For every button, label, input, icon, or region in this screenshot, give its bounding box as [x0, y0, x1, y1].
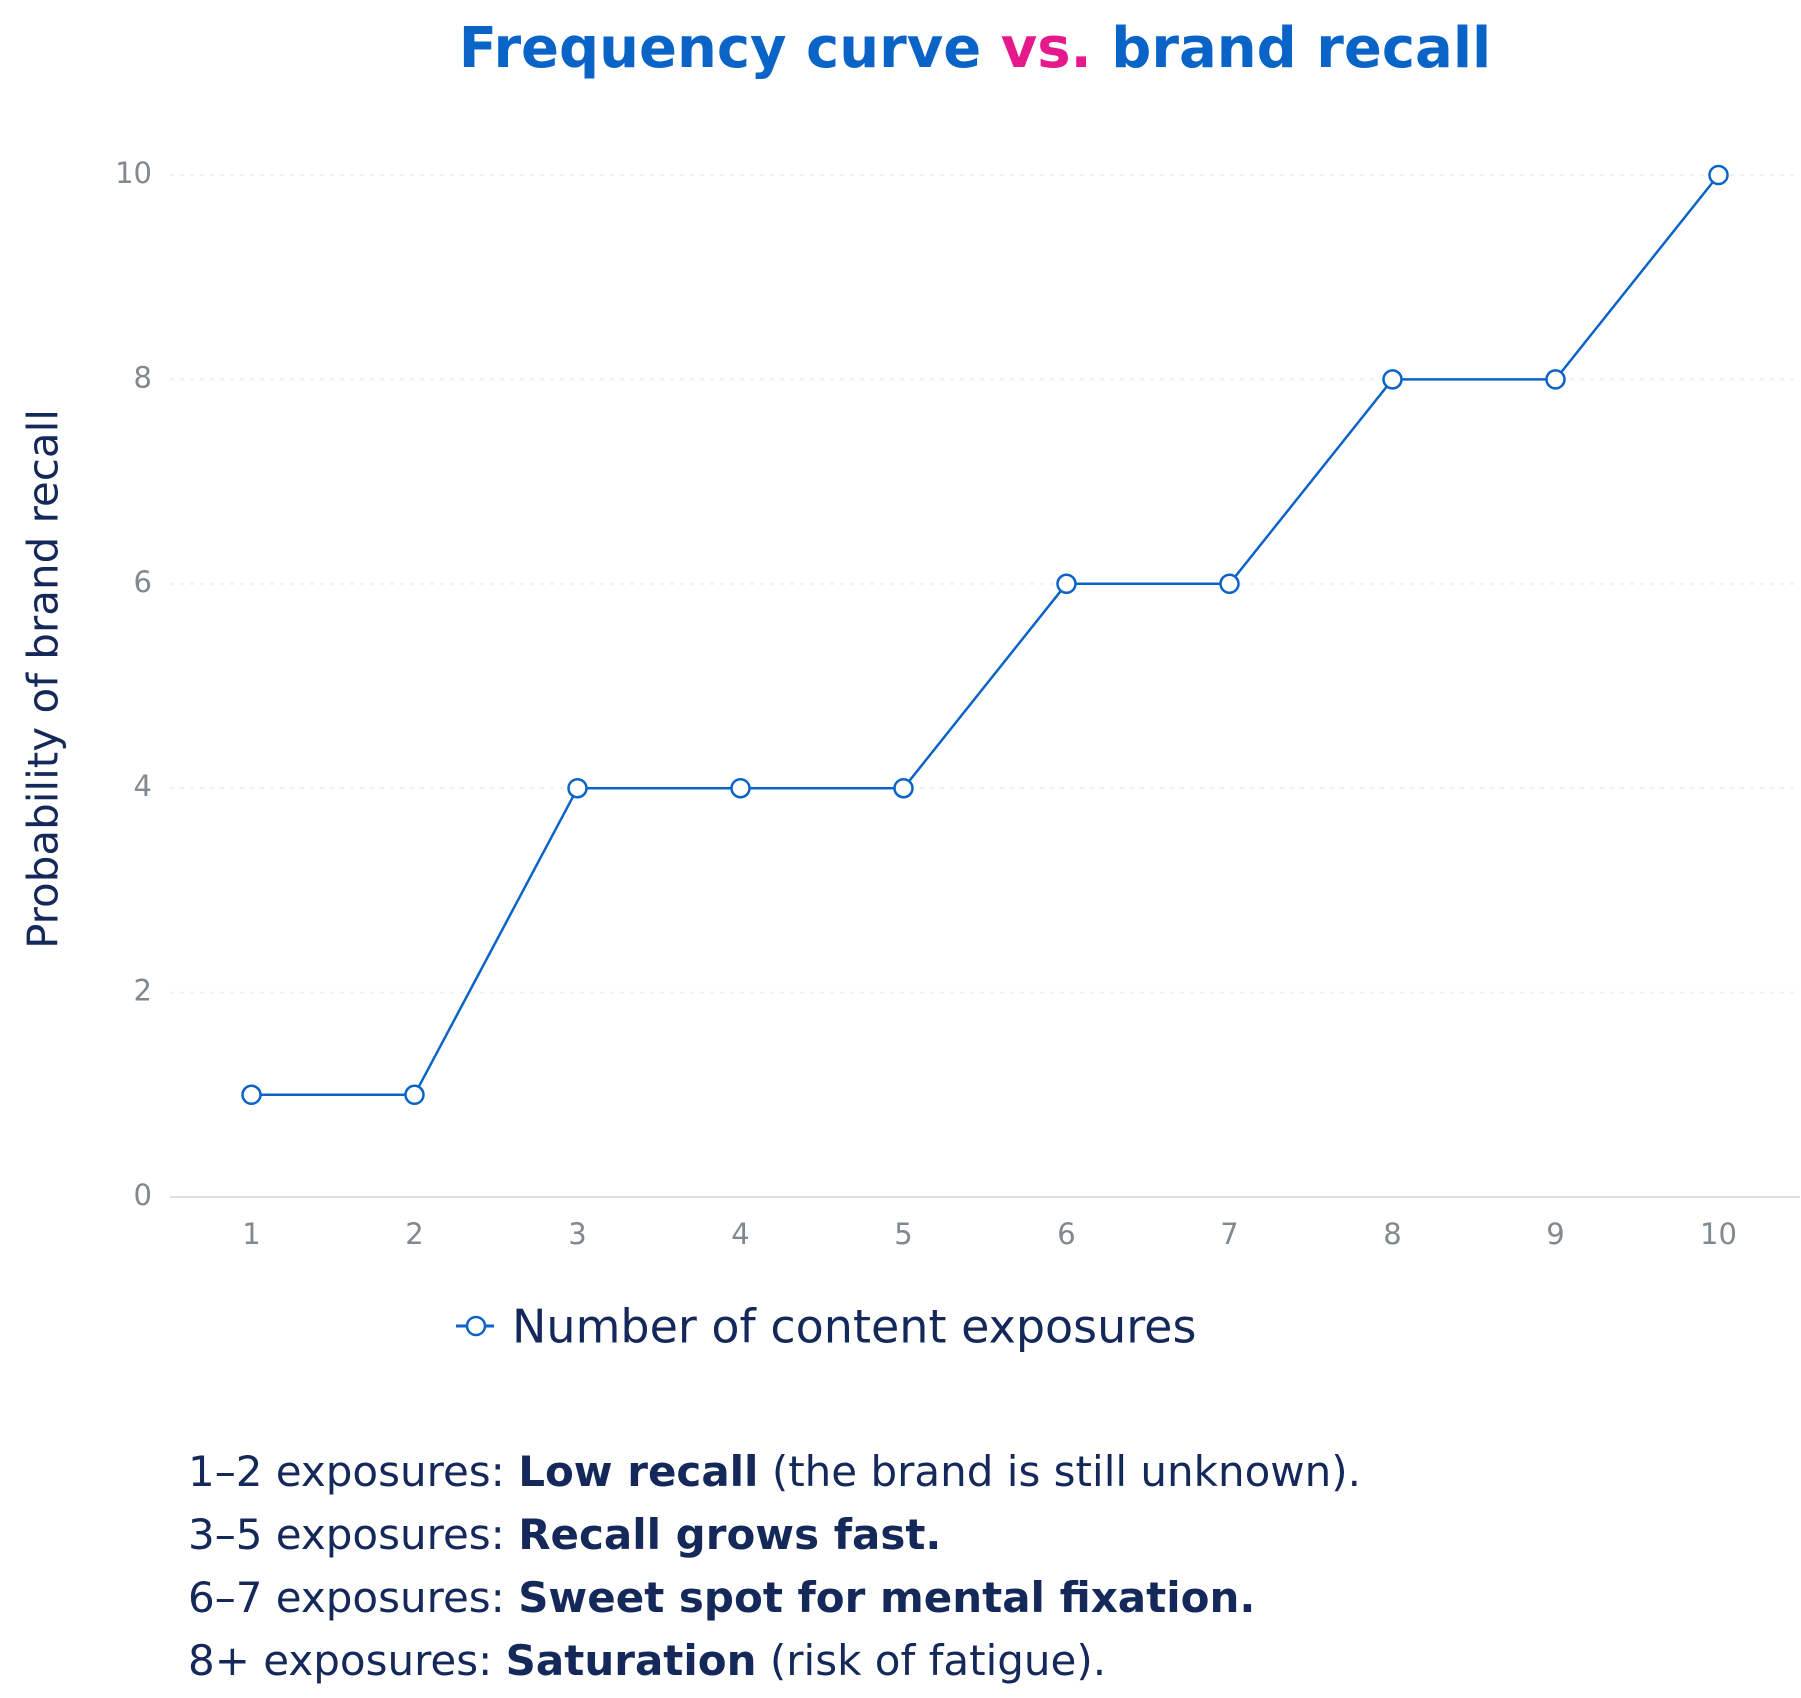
x-tick-label: 4	[731, 1217, 749, 1251]
note-suffix: (risk of fatigue).	[757, 1636, 1107, 1685]
note-suffix: (the brand is still unknown).	[758, 1447, 1361, 1496]
point	[1382, 369, 1403, 390]
title-part: brand recall	[1092, 16, 1491, 81]
x-tick-label: 9	[1546, 1217, 1564, 1251]
note-bold: Sweet spot for mental fixation.	[518, 1573, 1255, 1622]
note: 3–5 exposures: Recall grows fast.	[188, 1510, 941, 1559]
x-tick-label: 7	[1220, 1217, 1238, 1251]
x-tick-label: 8	[1383, 1217, 1401, 1251]
note-prefix: 3–5 exposures:	[188, 1510, 518, 1559]
chart-title: Frequency curve vs. brand recall	[459, 16, 1491, 81]
point	[730, 777, 751, 799]
point	[404, 1084, 425, 1106]
point	[893, 777, 914, 799]
y-tick-label: 10	[115, 156, 152, 190]
point	[1708, 164, 1729, 186]
title-part: Frequency curve	[459, 16, 1001, 81]
point	[567, 777, 588, 799]
x-tick-label: 2	[405, 1217, 423, 1251]
note-prefix: 6–7 exposures:	[188, 1573, 518, 1622]
series-line	[251, 174, 1720, 1097]
title-part: vs.	[1001, 16, 1092, 81]
x-tick-label: 3	[568, 1217, 586, 1251]
note: 8+ exposures: Saturation (risk of fatigu…	[188, 1636, 1106, 1685]
x-tick-label: 1	[242, 1217, 260, 1251]
point	[1056, 573, 1077, 595]
y-tick-label: 4	[134, 769, 152, 803]
note-bold: Recall grows fast.	[518, 1510, 941, 1559]
y-tick-label: 8	[134, 360, 152, 394]
x-tick-label: 6	[1057, 1217, 1075, 1251]
note-bold: Saturation	[506, 1636, 757, 1685]
x-tick-label: 5	[894, 1217, 912, 1251]
y-axis-label: Probability of brand recall	[19, 409, 68, 949]
y-tick-label: 0	[134, 1178, 152, 1212]
note: 1–2 exposures: Low recall (the brand is …	[188, 1447, 1361, 1496]
legend-label: Number of content exposures	[512, 1300, 1196, 1354]
y-tick-label: 6	[134, 565, 152, 599]
x-tick-label: 10	[1700, 1217, 1737, 1251]
legend-marker	[465, 1315, 487, 1337]
note-prefix: 1–2 exposures:	[188, 1447, 518, 1496]
note-bold: Low recall	[518, 1447, 758, 1496]
y-tick-label: 2	[134, 974, 152, 1008]
note-prefix: 8+ exposures:	[188, 1636, 506, 1685]
point	[1219, 573, 1240, 595]
point	[241, 1084, 262, 1106]
note: 6–7 exposures: Sweet spot for mental fix…	[188, 1573, 1255, 1622]
point	[1545, 369, 1566, 390]
